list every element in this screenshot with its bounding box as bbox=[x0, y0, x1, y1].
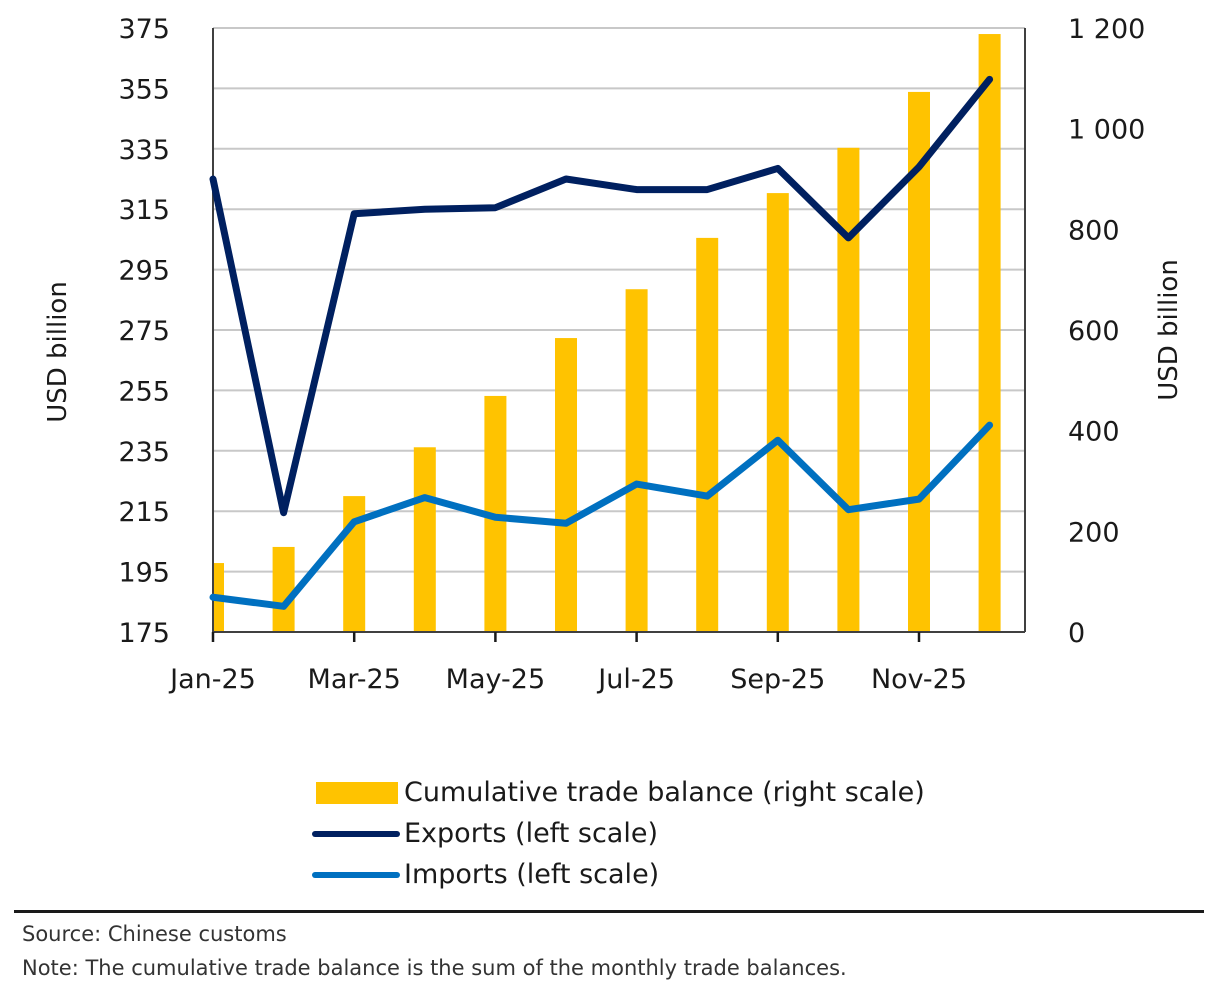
bar-cumulative-balance bbox=[555, 338, 577, 632]
left-tick-label: 335 bbox=[118, 135, 170, 166]
bar-cumulative-balance bbox=[413, 447, 436, 632]
x-tick-label: Nov-25 bbox=[871, 664, 967, 695]
legend-swatch-bar bbox=[316, 781, 398, 804]
left-tick-label: 235 bbox=[118, 437, 170, 468]
line-imports bbox=[209, 421, 994, 610]
bar-cumulative-balance bbox=[696, 237, 719, 632]
right-axis-title: USD billion bbox=[1154, 259, 1184, 401]
footnote: Note: The cumulative trade balance is th… bbox=[22, 956, 847, 980]
source-note: Source: Chinese customs bbox=[22, 922, 287, 946]
left-tick-label: 255 bbox=[118, 376, 170, 407]
bar-cumulative-balance bbox=[625, 289, 648, 632]
right-tick-label: 1 000 bbox=[1068, 115, 1145, 146]
bar-cumulative-balance bbox=[837, 147, 860, 632]
left-axis-title: USD billion bbox=[43, 281, 73, 423]
bar-cumulative-balance bbox=[766, 193, 789, 633]
legend-swatch-line bbox=[312, 871, 400, 878]
left-tick-label: 195 bbox=[118, 558, 170, 589]
legend-item-balance: Cumulative trade balance (right scale) bbox=[312, 772, 925, 813]
footer-divider bbox=[14, 910, 1204, 913]
x-tick-label: Mar-25 bbox=[308, 664, 401, 695]
right-tick-label: 400 bbox=[1068, 417, 1120, 448]
right-tick-label: 600 bbox=[1068, 316, 1120, 347]
legend-item-imports: Imports (left scale) bbox=[312, 854, 925, 895]
legend-label: Exports (left scale) bbox=[404, 818, 658, 849]
left-tick-label: 315 bbox=[118, 195, 170, 226]
left-tick-label: 275 bbox=[118, 316, 170, 347]
legend-item-exports: Exports (left scale) bbox=[312, 813, 925, 854]
right-tick-label: 0 bbox=[1068, 618, 1085, 649]
x-tick-label: Jul-25 bbox=[596, 664, 675, 695]
chart: 175 195 215 235 255 275 295 315 335 355 375 0 200 400… bbox=[43, 14, 1184, 695]
legend-label: Imports (left scale) bbox=[404, 859, 660, 890]
right-tick-label: 1 200 bbox=[1068, 14, 1145, 45]
axes bbox=[211, 28, 1026, 642]
tick-labels: 175 195 215 235 255 275 295 315 335 355 375 0 200 400… bbox=[118, 14, 1145, 695]
legend-label: Cumulative trade balance (right scale) bbox=[404, 777, 925, 808]
x-tick-label: Jan-25 bbox=[168, 664, 256, 695]
bar-series bbox=[213, 34, 1001, 633]
bar-cumulative-balance bbox=[272, 546, 295, 632]
legend-swatch-line bbox=[312, 830, 400, 837]
left-tick-label: 375 bbox=[118, 14, 170, 45]
right-tick-label: 800 bbox=[1068, 215, 1120, 246]
line-exports bbox=[209, 75, 994, 517]
legend: Cumulative trade balance (right scale) E… bbox=[312, 772, 925, 895]
line-series bbox=[209, 75, 994, 610]
x-tick-label: Sep-25 bbox=[730, 664, 825, 695]
left-tick-label: 215 bbox=[118, 497, 170, 528]
left-tick-label: 175 bbox=[118, 618, 170, 649]
left-tick-label: 295 bbox=[118, 256, 170, 287]
x-tick-label: May-25 bbox=[446, 664, 545, 695]
right-tick-label: 200 bbox=[1068, 517, 1120, 548]
left-tick-label: 355 bbox=[118, 74, 170, 105]
bar-cumulative-balance bbox=[978, 34, 1001, 633]
